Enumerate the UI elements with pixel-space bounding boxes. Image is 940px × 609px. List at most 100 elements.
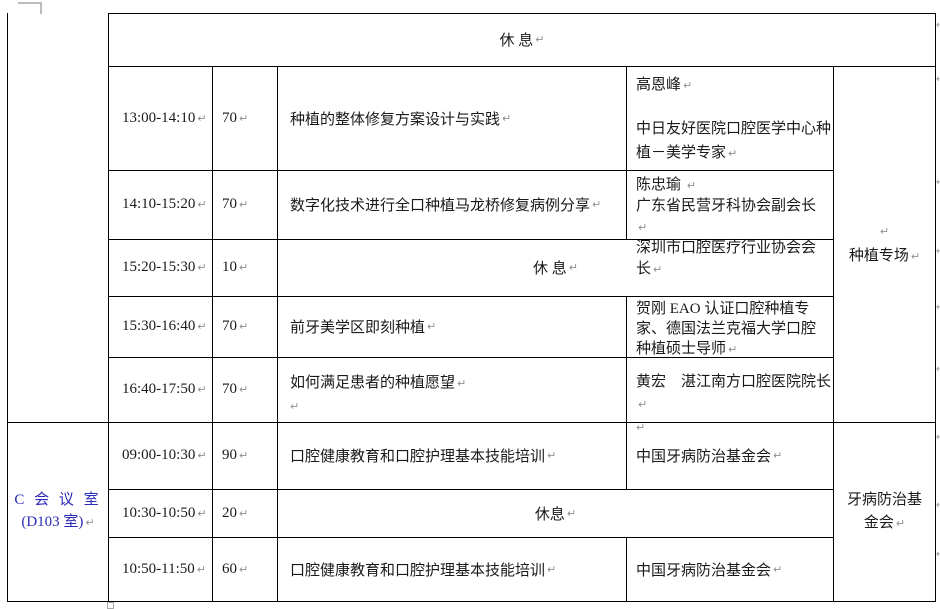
paragraph-mark: ↵	[239, 261, 249, 274]
table-border	[7, 13, 8, 602]
duration-cell: 70 ↵	[213, 297, 275, 356]
row-end-mark: ↵	[936, 246, 940, 257]
table-continuation-mark	[107, 602, 114, 609]
paragraph-mark: ↵	[239, 506, 249, 520]
paragraph-mark: ↵	[239, 320, 249, 333]
track-cell-implant: ↵ 种植专场 ↵	[834, 66, 935, 422]
table-border	[108, 170, 834, 171]
track-cell-foundation: 牙病防治基金会 ↵	[834, 422, 935, 601]
time-cell: 15:30-16:40 ↵	[110, 297, 210, 356]
paragraph-mark: ↵	[879, 225, 890, 238]
paragraph-mark: ↵	[197, 320, 207, 333]
duration-value: 70	[222, 318, 237, 334]
time-cell: 13:00-14:10 ↵	[110, 67, 210, 169]
table-border	[626, 66, 627, 240]
paragraph-mark: ↵	[773, 449, 783, 462]
row-end-mark: ↵	[936, 177, 940, 188]
row-end-mark: ↵	[936, 302, 940, 313]
duration-value: 70	[222, 196, 237, 212]
session-title: 如何满足患者的种植愿望	[290, 375, 456, 391]
time-cell: 16:40-17:50 ↵	[110, 358, 210, 421]
duration-cell: 70 ↵	[213, 67, 275, 169]
table-border	[108, 13, 936, 14]
blank-line	[636, 96, 825, 117]
speaker-org: 深圳市口腔医疗行业协会会长	[636, 240, 817, 277]
room-number: (D103 室)	[21, 514, 84, 530]
time-value: 09:00-10:30	[122, 447, 196, 463]
time-cell: 10:30-10:50 ↵	[110, 490, 210, 536]
paragraph-mark: ↵	[239, 449, 249, 462]
table-border	[108, 13, 109, 602]
row-end-mark: ↵	[936, 74, 940, 85]
paragraph-mark: ↵	[683, 79, 693, 92]
break-label: 休 息	[499, 33, 534, 49]
time-cell: 10:50-11:50 ↵	[110, 538, 210, 600]
break-row-bottom: 休息 ↵	[278, 490, 833, 536]
time-value: 10:30-10:50	[122, 504, 196, 521]
table-border	[277, 66, 278, 602]
duration-cell: 70 ↵	[213, 358, 275, 421]
session-title-cell: 前牙美学区即刻种植 ↵	[278, 297, 624, 356]
time-cell: 09:00-10:30 ↵	[110, 423, 210, 488]
session-title-cell: 数字化技术进行全口种植马龙桥修复病例分享 ↵	[278, 171, 624, 238]
speaker-org: 中日友好医院口腔医学中心种植－美学专家	[636, 121, 832, 161]
paragraph-mark: ↵	[547, 562, 557, 576]
duration-value: 70	[222, 381, 237, 397]
table-border	[626, 537, 627, 602]
room-name: C 会 议 室	[14, 492, 102, 508]
duration-value: 90	[222, 447, 237, 463]
row-end-mark: ↵	[936, 500, 940, 511]
session-title: 种植的整体修复方案设计与实践	[290, 111, 501, 128]
paragraph-mark: ↵	[457, 377, 467, 390]
speaker-info: 中国牙病防治基金会	[636, 562, 772, 579]
paragraph-mark: ↵	[592, 198, 602, 211]
time-value: 15:30-16:40	[122, 318, 196, 334]
paragraph-mark: ↵	[638, 221, 648, 234]
track-label: 牙病防治基金会	[846, 491, 922, 531]
row-end-mark: ↵	[936, 549, 940, 560]
paragraph-mark: ↵	[653, 263, 663, 276]
session-title-cell: 口腔健康教育和口腔护理基本技能培训 ↵	[278, 423, 624, 488]
speaker-cell: 黄宏 湛江南方口腔医院院长 ↵ ↵	[626, 357, 833, 434]
break-row-mid: 休 息 ↵	[278, 240, 833, 295]
speaker-cell: 中国牙病防治基金会 ↵	[626, 422, 833, 489]
row-end-mark: ↵	[936, 20, 940, 31]
session-title: 口腔健康教育和口腔护理基本技能培训	[290, 449, 546, 465]
paragraph-mark: ↵	[85, 516, 95, 529]
table-border	[108, 66, 936, 67]
speaker-name: 陈忠瑜	[636, 177, 682, 193]
time-cell: 15:20-15:30 ↵	[110, 240, 210, 295]
paragraph-mark: ↵	[427, 320, 437, 333]
duration-value: 70	[222, 109, 237, 126]
speaker-cell: 陈忠瑜 ↵ 广东省民营牙科协会副会长↵ 深圳市口腔医疗行业协会会长 ↵	[626, 170, 833, 277]
time-value: 16:40-17:50	[122, 381, 196, 397]
duration-value: 60	[222, 560, 237, 577]
speaker-info: 中国牙病防治基金会	[636, 449, 772, 465]
page-corner-mark	[18, 2, 42, 14]
table-border	[108, 357, 834, 358]
paragraph-mark: ↵	[773, 562, 783, 576]
paragraph-mark: ↵	[197, 198, 207, 211]
speaker-info: 黄宏 湛江南方口腔医院院长	[636, 374, 832, 390]
duration-cell: 90 ↵	[213, 423, 275, 488]
paragraph-mark: ↵	[239, 111, 249, 125]
paragraph-mark: ↵	[197, 383, 207, 396]
table-border	[108, 489, 834, 490]
table-border	[108, 296, 834, 297]
table-border	[108, 239, 834, 240]
paragraph-mark: ↵	[728, 147, 738, 160]
session-title-cell: 如何满足患者的种植愿望 ↵ ↵	[278, 358, 624, 421]
session-title: 口腔健康教育和口腔护理基本技能培训	[290, 562, 546, 579]
duration-cell: 70 ↵	[213, 171, 275, 238]
paragraph-mark: ↵	[895, 516, 906, 530]
time-value: 10:50-11:50	[122, 560, 195, 577]
row-end-mark: ↵	[936, 432, 940, 443]
duration-cell: 20 ↵	[213, 490, 275, 536]
paragraph-mark: ↵	[196, 562, 206, 576]
session-title: 前牙美学区即刻种植	[290, 320, 426, 336]
table-border	[833, 66, 834, 602]
table-border	[7, 601, 936, 602]
table-border	[212, 66, 213, 602]
paragraph-mark: ↵	[197, 111, 207, 125]
